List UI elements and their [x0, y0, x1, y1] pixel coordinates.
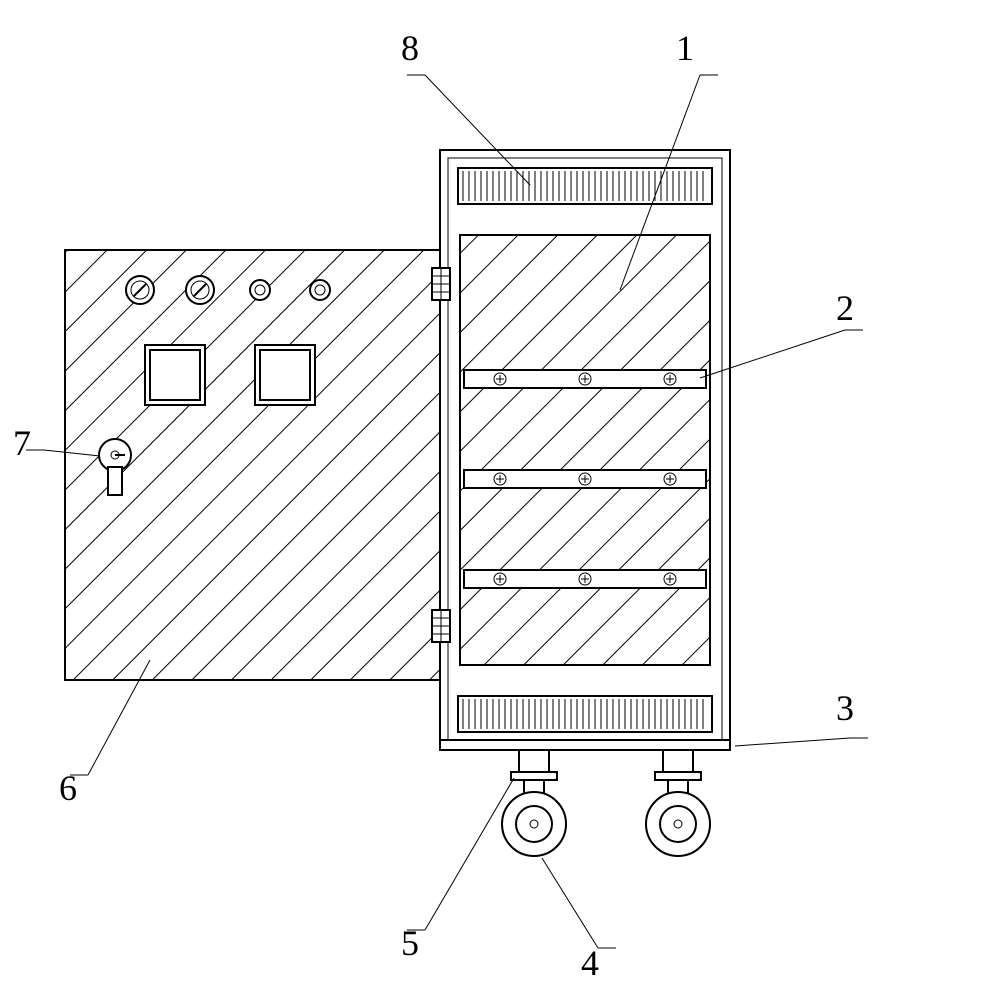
callout-label: 6 — [59, 768, 77, 808]
hinge-1 — [432, 268, 450, 300]
technical-diagram: 8 1 2 3 4 5 6 7 — [0, 0, 991, 1000]
mounting-rail-2 — [464, 470, 706, 488]
cabinet-body — [432, 150, 730, 750]
dial-2 — [186, 276, 214, 304]
top-vent — [458, 168, 712, 204]
callout-4: 4 — [542, 858, 616, 983]
dial-4 — [310, 280, 330, 300]
mounting-rail-3 — [464, 570, 706, 588]
door-open — [65, 250, 440, 680]
callout-label: 2 — [836, 288, 854, 328]
dial-1 — [126, 276, 154, 304]
callout-label: 5 — [401, 923, 419, 963]
hinge-2 — [432, 610, 450, 642]
callout-label: 7 — [13, 423, 31, 463]
mounting-rail-1 — [464, 370, 706, 388]
door-window-1 — [145, 345, 205, 405]
caster-wheel-1 — [502, 750, 566, 856]
callout-label: 8 — [401, 28, 419, 68]
callout-3: 3 — [735, 688, 868, 746]
callout-label: 4 — [581, 943, 599, 983]
callout-6: 6 — [59, 660, 150, 808]
callout-label: 1 — [676, 28, 694, 68]
caster-wheel-2 — [646, 750, 710, 856]
callout-label: 3 — [836, 688, 854, 728]
door-window-2 — [255, 345, 315, 405]
callout-5: 5 — [401, 778, 514, 963]
dial-3 — [250, 280, 270, 300]
bottom-vent — [458, 696, 712, 732]
